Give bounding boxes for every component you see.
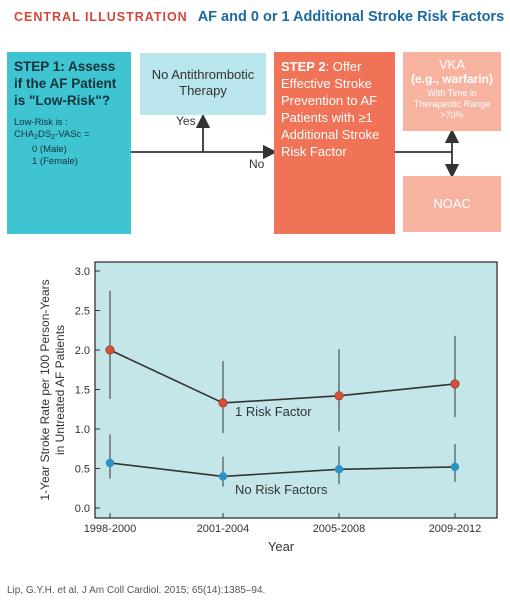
- step1-box: STEP 1: Assess if the AF Patient is "Low…: [7, 52, 131, 234]
- series-1-risk-factor-point: [450, 379, 460, 389]
- flow-connectors: [131, 113, 460, 179]
- vka-title: VKA: [438, 57, 465, 72]
- y-tick-label: 1.0: [75, 424, 90, 436]
- series-label-no-risk-factors: No Risk Factors: [235, 482, 328, 497]
- y-axis-title-line1: 1-Year Stroke Rate per 100 Person-Years: [38, 279, 52, 500]
- series-no-risk-factors-point: [450, 462, 460, 472]
- noac-text: NOAC: [433, 196, 471, 211]
- x-tick-label: 1998-2000: [84, 523, 137, 535]
- step1-title: STEP 1: Assess if the AF Patient is "Low…: [14, 59, 117, 108]
- vka-condition: With Time in Therapeutic Range >70%: [413, 88, 491, 120]
- header-title: AF and 0 or 1 Additional Stroke Risk Fac…: [197, 8, 505, 25]
- step1-criteria: Low-Risk is : CHA2DS2-VASc = 0 (Male) 1 …: [14, 117, 124, 168]
- series-1-risk-factor-point: [218, 398, 228, 408]
- series-no-risk-factors-point: [334, 465, 344, 474]
- vka-example: (e.g., warfarin): [410, 72, 493, 86]
- y-axis-title-line2: in Untreated AF Patients: [53, 325, 67, 455]
- female-criterion: 1 (Female): [32, 156, 78, 167]
- y-tick-label: 0.5: [75, 464, 90, 476]
- vka-box: VKA (e.g., warfarin) With Time in Therap…: [403, 52, 501, 131]
- x-tick-label: 2009-2012: [429, 523, 482, 535]
- y-tick-label: 2.5: [75, 306, 90, 318]
- y-tick-label: 0.0: [75, 503, 90, 515]
- plot-area: [94, 261, 498, 519]
- series-no-risk-factors-point: [105, 458, 115, 468]
- no-antithrombotic-box: No Antithrombotic Therapy: [140, 53, 266, 115]
- x-tick-label: 2005-2008: [313, 523, 366, 535]
- male-criterion: 0 (Male): [32, 144, 67, 155]
- y-tick-label: 2.0: [75, 345, 90, 357]
- series-label-1-risk-factor: 1 Risk Factor: [235, 404, 312, 419]
- series-1-risk-factor-point: [105, 345, 115, 355]
- series-no-risk-factors-point: [218, 472, 228, 481]
- series-1-risk-factor-line: [109, 349, 456, 404]
- series-1-risk-factor-point: [334, 391, 344, 401]
- low-risk-label: Low-Risk is :: [14, 117, 68, 128]
- x-tick-label: 2001-2004: [197, 523, 250, 535]
- step2-bold: STEP 2: [281, 59, 326, 74]
- no-label: No: [249, 157, 265, 171]
- no-antithrombotic-text: No Antithrombotic Therapy: [151, 67, 255, 98]
- step2-text: : Offer Effective Stroke Prevention to A…: [281, 59, 380, 159]
- yes-label: Yes: [176, 114, 196, 128]
- series-no-risk-factors-line: [109, 462, 456, 478]
- y-tick-label: 1.5: [75, 385, 90, 397]
- header-label: CENTRAL ILLUSTRATION: [14, 9, 188, 24]
- x-axis-title: Year: [268, 539, 295, 554]
- y-tick-label: 3.0: [75, 266, 90, 278]
- header: CENTRAL ILLUSTRATION AF and 0 or 1 Addit…: [0, 0, 510, 33]
- score-label: CHA2DS2-VASc =: [14, 129, 90, 141]
- noac-box: NOAC: [403, 176, 501, 232]
- citation: Lip, G.Y.H. et al. J Am Coll Cardiol. 20…: [7, 585, 266, 596]
- step2-box: STEP 2: Offer Effective Stroke Preventio…: [274, 52, 395, 234]
